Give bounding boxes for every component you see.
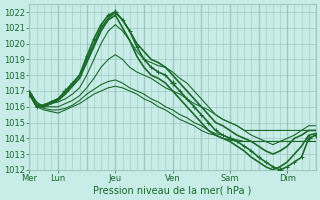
X-axis label: Pression niveau de la mer( hPa ): Pression niveau de la mer( hPa ) bbox=[93, 186, 252, 196]
